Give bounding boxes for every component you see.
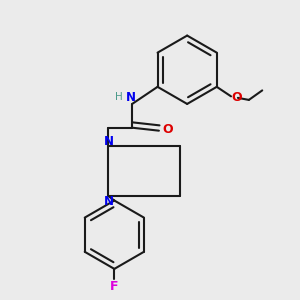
Text: N: N [126, 92, 136, 104]
Text: F: F [110, 280, 118, 293]
Text: O: O [231, 91, 242, 104]
Text: O: O [163, 123, 173, 136]
Text: N: N [103, 135, 113, 148]
Text: H: H [115, 92, 123, 101]
Text: N: N [103, 195, 113, 208]
